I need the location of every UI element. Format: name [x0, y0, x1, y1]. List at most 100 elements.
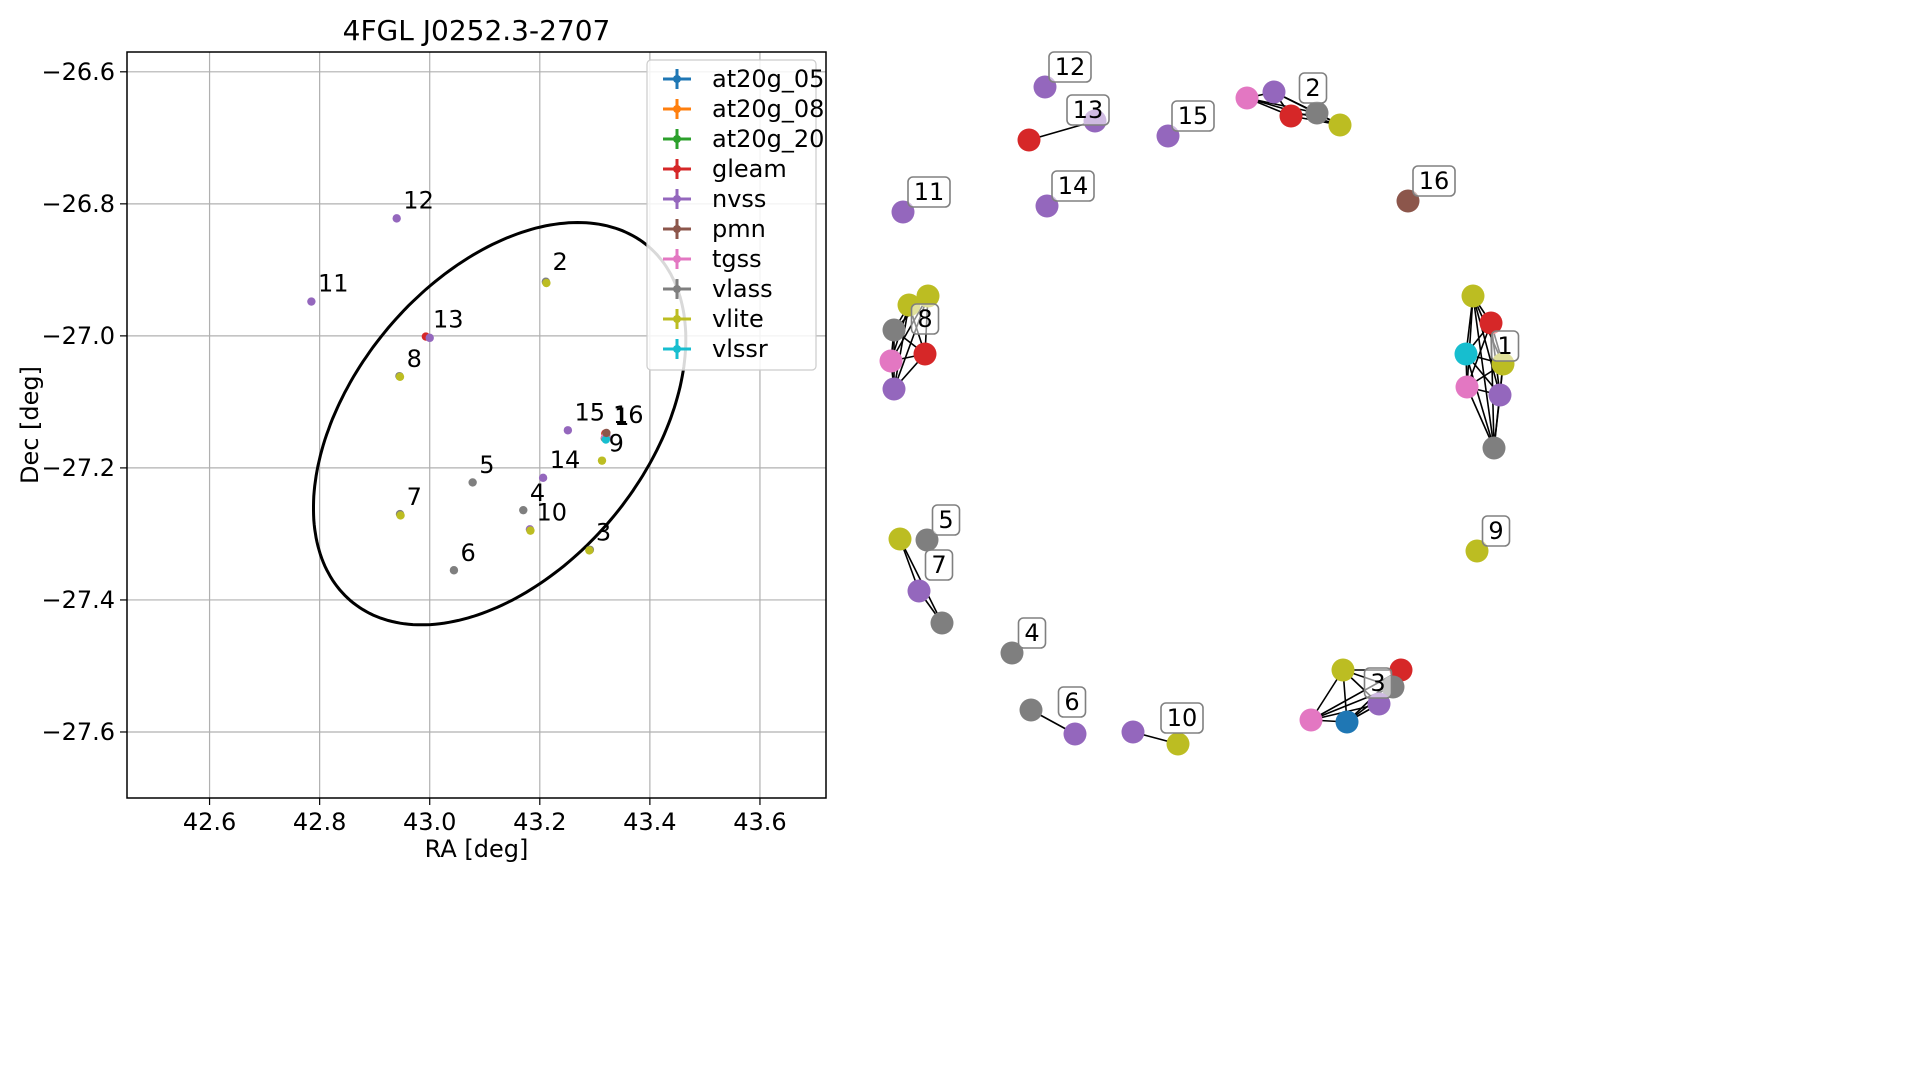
network-label-box — [924, 549, 954, 581]
legend-marker — [673, 345, 681, 353]
network-label: 15 — [1171, 100, 1215, 132]
network-label-text: 12 — [1055, 53, 1086, 81]
network-node — [915, 528, 939, 552]
legend: at20g_05at20g_08at20g_20gleamnvsspmntgss… — [646, 59, 824, 371]
network-node — [1019, 698, 1043, 722]
network-node — [1262, 80, 1286, 104]
network-node — [1166, 732, 1190, 756]
legend-marker — [673, 255, 681, 263]
source-point — [563, 426, 573, 435]
source-label: 2 — [552, 248, 567, 276]
source-point — [392, 214, 401, 223]
network-node — [1396, 189, 1420, 213]
legend-label: tgss — [712, 245, 762, 273]
network-label-text: 5 — [938, 506, 953, 534]
y-tick-label: −27.0 — [41, 322, 115, 350]
legend-entry: at20g_08 — [663, 95, 824, 123]
network-node — [882, 318, 906, 342]
legend-marker — [673, 315, 681, 323]
network-label-box — [1066, 94, 1110, 126]
network-edge — [1466, 295, 1474, 388]
x-tick-label: 43.0 — [403, 808, 456, 836]
network-label-box — [1171, 100, 1215, 132]
source-point — [449, 566, 459, 575]
legend-label: at20g_20 — [712, 125, 824, 153]
network-label: 6 — [1057, 686, 1087, 718]
source-point — [601, 435, 611, 444]
network-label: 2 — [1298, 72, 1328, 104]
source-points — [307, 214, 611, 575]
network-node — [891, 200, 915, 224]
legend-label: vlass — [712, 275, 773, 303]
network-label: 3 — [1363, 667, 1393, 699]
network-node — [1000, 641, 1024, 665]
y-ticks: −26.6 −26.8 −27.0 −27.2 −27.4 −27.6 — [41, 58, 127, 746]
x-tick-label: 42.8 — [293, 808, 346, 836]
network-label: 16 — [1412, 165, 1456, 197]
network-node — [913, 342, 937, 366]
x-axis-label: RA [deg] — [425, 835, 529, 863]
network-label-text: 13 — [1073, 96, 1104, 124]
network-label-text: 16 — [1419, 167, 1450, 195]
network-node — [907, 579, 931, 603]
network-label-text: 15 — [1178, 102, 1209, 130]
network-label-box — [1412, 165, 1456, 197]
network-label: 12 — [1048, 51, 1092, 83]
network-label-text: 1 — [1497, 332, 1512, 360]
legend-label: at20g_08 — [712, 95, 824, 123]
x-tick-label: 43.4 — [623, 808, 676, 836]
legend-label: vlssr — [712, 335, 768, 363]
network-node — [1479, 311, 1503, 335]
legend-label: at20g_05 — [712, 65, 824, 93]
network-node — [1328, 113, 1352, 137]
y-tick-label: −27.6 — [41, 718, 115, 746]
network-label-box — [1048, 51, 1092, 83]
legend-entry: vlssr — [663, 335, 768, 363]
network-label: 1 — [1490, 330, 1520, 362]
legend-label: pmn — [712, 215, 766, 243]
network-node — [1299, 708, 1323, 732]
network-label-text: 10 — [1167, 704, 1198, 732]
source-point — [396, 511, 405, 520]
source-point — [395, 372, 405, 382]
network-label-box — [1490, 330, 1520, 362]
legend-marker — [673, 165, 681, 173]
network-node — [1331, 658, 1355, 682]
network-node — [879, 349, 903, 373]
network-node — [1335, 710, 1359, 734]
plot-title: 4FGL J0252.3-2707 — [343, 14, 611, 47]
network-node — [916, 284, 940, 308]
source-label: 1 — [614, 403, 629, 431]
source-label: 8 — [407, 345, 422, 373]
network-label-text: 3 — [1370, 669, 1385, 697]
network-label-text: 8 — [917, 305, 932, 333]
y-tick-label: −27.4 — [41, 586, 115, 614]
source-label: 4 — [530, 479, 545, 507]
legend-marker — [673, 195, 681, 203]
source-label: 3 — [596, 519, 611, 547]
source-label: 6 — [461, 539, 476, 567]
network-label: 4 — [1017, 617, 1047, 649]
source-label: 12 — [403, 186, 434, 214]
network-label-text: 11 — [914, 178, 945, 206]
network-label: 10 — [1160, 702, 1204, 734]
network-label-text: 6 — [1064, 688, 1079, 716]
source-label: 11 — [318, 270, 349, 298]
legend-entry: gleam — [663, 155, 787, 183]
legend-entry: tgss — [663, 245, 762, 273]
network-label: 11 — [907, 176, 951, 208]
source-label: 14 — [550, 446, 581, 474]
source-label: 15 — [574, 398, 605, 426]
network-label-box — [907, 176, 951, 208]
network-label-text: 2 — [1305, 74, 1320, 102]
source-label: 5 — [479, 451, 494, 479]
legend-label: vlite — [712, 305, 764, 333]
network-label: 14 — [1051, 170, 1095, 202]
network-node — [888, 527, 912, 551]
source-point — [542, 278, 551, 288]
legend-marker — [673, 225, 681, 233]
source-point — [425, 333, 434, 343]
